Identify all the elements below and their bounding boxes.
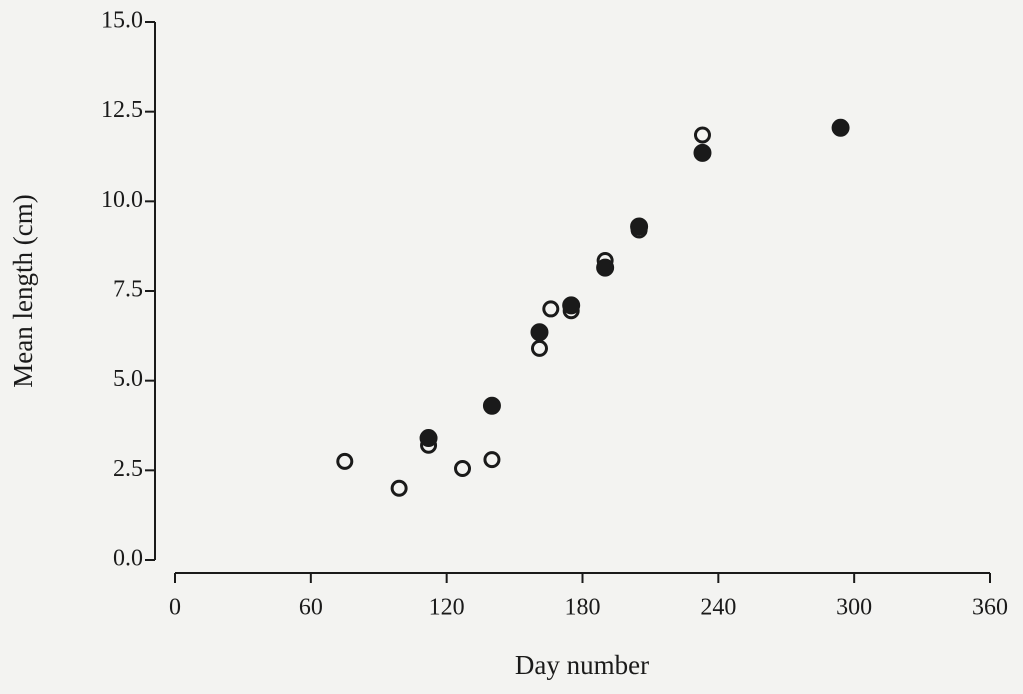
point bbox=[630, 217, 649, 236]
x-tick-label: 180 bbox=[565, 595, 601, 621]
y-tick-label: 0.0 bbox=[113, 546, 143, 572]
y-axis-label: Mean length (cm) bbox=[8, 194, 38, 387]
point bbox=[831, 118, 850, 137]
y-tick-label: 10.0 bbox=[101, 187, 143, 213]
y-tick-label: 12.5 bbox=[101, 97, 143, 123]
x-axis-label: Day number bbox=[515, 650, 649, 680]
x-tick-label: 300 bbox=[836, 595, 872, 621]
point bbox=[530, 339, 548, 357]
point bbox=[693, 143, 712, 162]
point bbox=[483, 451, 501, 469]
y-tick-label: 2.5 bbox=[113, 456, 143, 482]
point bbox=[454, 460, 472, 478]
point bbox=[482, 396, 501, 415]
point bbox=[419, 429, 438, 448]
point bbox=[562, 296, 581, 315]
y-tick-label: 5.0 bbox=[113, 366, 143, 392]
x-tick-label: 120 bbox=[429, 595, 465, 621]
y-tick-label: 7.5 bbox=[113, 277, 143, 303]
x-tick-label: 0 bbox=[169, 595, 181, 621]
point bbox=[530, 323, 549, 342]
point bbox=[390, 479, 408, 497]
point bbox=[542, 300, 560, 318]
x-tick-label: 60 bbox=[299, 595, 323, 621]
point bbox=[693, 126, 711, 144]
x-tick-label: 360 bbox=[972, 595, 1008, 621]
point bbox=[596, 258, 615, 277]
x-tick-label: 240 bbox=[700, 595, 736, 621]
y-tick-label: 15.0 bbox=[101, 8, 143, 34]
point bbox=[336, 452, 354, 470]
